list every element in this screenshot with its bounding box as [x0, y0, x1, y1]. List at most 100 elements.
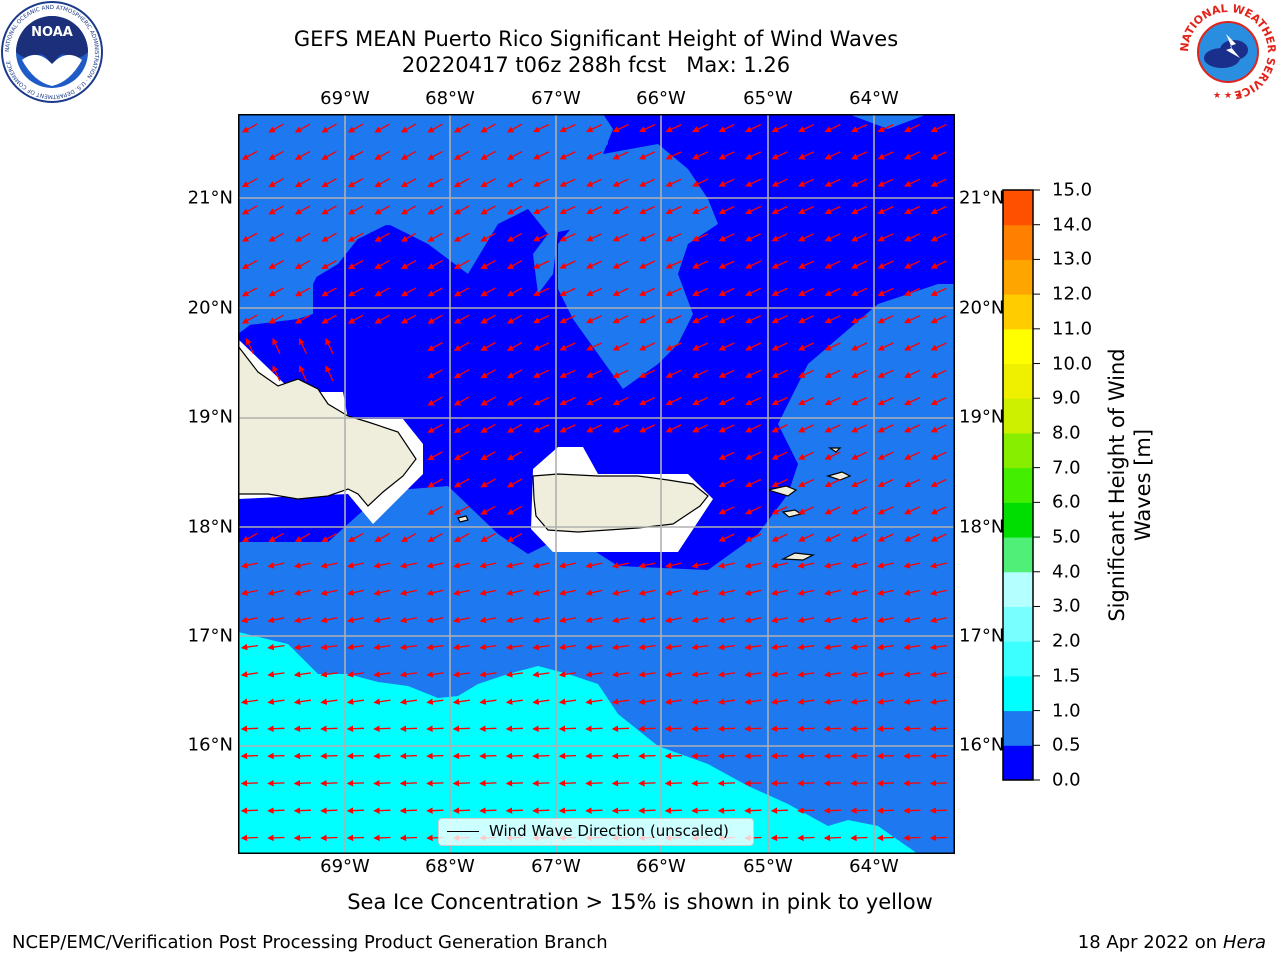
wave-direction-arrow [426, 807, 444, 814]
wave-direction-arrow [903, 752, 921, 760]
wave-direction-arrow [452, 589, 470, 596]
wave-direction-arrow [611, 725, 630, 732]
wave-direction-arrow [532, 589, 550, 596]
wave-direction-arrow [346, 589, 364, 596]
wave-direction-arrow [903, 725, 921, 732]
wave-direction-arrow [241, 260, 258, 270]
wave-direction-arrow [744, 589, 762, 596]
wave-direction-arrow [877, 233, 894, 242]
wave-direction-arrow [929, 807, 948, 814]
wave-direction-arrow [639, 397, 656, 406]
wave-direction-arrow [929, 834, 948, 842]
wave-direction-arrow [824, 397, 841, 406]
wave-direction-arrow [373, 752, 391, 760]
wave-direction-arrow [824, 369, 841, 378]
wave-direction-arrow [823, 616, 841, 624]
wave-direction-arrow [664, 780, 683, 787]
wave-direction-arrow [373, 562, 391, 569]
wave-direction-arrow [929, 698, 947, 705]
wave-direction-arrow [533, 287, 550, 296]
wave-direction-arrow [374, 533, 390, 543]
wave-direction-arrow [268, 205, 284, 215]
wave-direction-arrow [904, 151, 921, 160]
wave-direction-arrow [718, 397, 735, 406]
wave-direction-arrow [824, 506, 841, 515]
wave-direction-arrow [639, 424, 656, 433]
wave-direction-arrow [586, 369, 603, 378]
wave-direction-arrow [267, 698, 285, 705]
wave-direction-arrow [559, 287, 576, 296]
wave-direction-arrow [797, 616, 815, 624]
wave-direction-arrow [639, 151, 656, 160]
wave-direction-arrow [745, 451, 762, 460]
wave-direction-arrow [586, 124, 603, 133]
footer-date-text: 18 Apr 2022 on [1077, 932, 1223, 953]
wave-direction-arrow [824, 178, 841, 187]
wave-direction-arrow [400, 533, 417, 543]
graticule [238, 114, 955, 854]
wave-direction-arrow [664, 752, 683, 760]
wave-direction-arrow [929, 562, 947, 569]
wave-direction-arrow [718, 233, 735, 242]
wave-direction-arrow [586, 342, 603, 351]
footer-date: 18 Apr 2022 on Hera [1078, 932, 1266, 953]
wave-direction-arrow [930, 369, 947, 378]
wave-direction-arrow [638, 807, 656, 814]
wave-direction-arrow [771, 478, 788, 488]
wave-direction-arrow [480, 423, 496, 433]
wave-direction-arrow [691, 780, 709, 787]
wave-direction-arrow [823, 725, 842, 732]
wave-direction-arrow [506, 314, 523, 324]
lon-tick-bottom-3: 67°W [531, 856, 581, 877]
wave-direction-arrow [877, 287, 894, 296]
wave-direction-arrow [480, 260, 496, 270]
wave-direction-arrow [877, 369, 894, 378]
wave-direction-arrow [373, 671, 391, 678]
wave-direction-arrow [929, 725, 948, 732]
wave-direction-arrow [505, 698, 523, 705]
wave-direction-arrow [638, 780, 656, 787]
wave-direction-arrow [851, 205, 868, 215]
wave-direction-arrow [533, 315, 550, 324]
wave-direction-arrow [480, 123, 496, 133]
wave-direction-arrow [717, 671, 735, 678]
wave-direction-arrow [427, 451, 443, 461]
wave-direction-arrow [611, 671, 629, 678]
lon-tick-top-5: 65°W [743, 88, 793, 109]
wave-direction-arrow [691, 589, 709, 596]
wave-direction-arrow [400, 287, 417, 297]
wave-direction-arrow [770, 725, 789, 732]
wave-direction-arrow [823, 643, 841, 651]
wave-direction-arrow [347, 123, 364, 133]
wave-direction-arrow [506, 205, 523, 215]
chart-title: GEFS MEAN Puerto Rico Significant Height… [0, 26, 1192, 78]
lat-tick-right-3: 19°N [959, 406, 1005, 428]
wave-direction-arrow [241, 150, 258, 160]
wave-direction-arrow [798, 124, 815, 133]
colorbar-tick-label: 10.0 [1052, 353, 1093, 375]
wave-direction-arrow [798, 151, 815, 160]
wave-direction-arrow [903, 643, 921, 651]
wave-direction-arrow [479, 671, 497, 678]
wave-direction-arrow [558, 698, 576, 705]
wave-direction-arrow [771, 260, 788, 269]
wave-direction-arrow [506, 178, 523, 188]
wave-direction-arrow [586, 260, 603, 269]
wave-direction-arrow [770, 752, 789, 760]
wave-direction-arrow [240, 698, 258, 705]
wave-direction-arrow [272, 337, 281, 354]
wave-direction-arrow [904, 260, 921, 269]
wave-height-fill-mid-patch [238, 114, 608, 326]
wave-direction-arrow [639, 342, 656, 351]
wave-direction-arrow [691, 752, 709, 760]
wind-wave-direction-arrows [240, 123, 948, 842]
colorbar-tick-label: 11.0 [1052, 318, 1093, 340]
wave-direction-arrow [798, 533, 815, 542]
wave-direction-arrow [585, 616, 603, 624]
wave-direction-arrow [850, 725, 868, 732]
wave-direction-arrow [665, 151, 682, 160]
wave-direction-arrow [612, 424, 629, 433]
wave-direction-arrow [771, 233, 788, 242]
wave-direction-arrow [745, 342, 762, 351]
wave-direction-arrow [692, 424, 709, 433]
